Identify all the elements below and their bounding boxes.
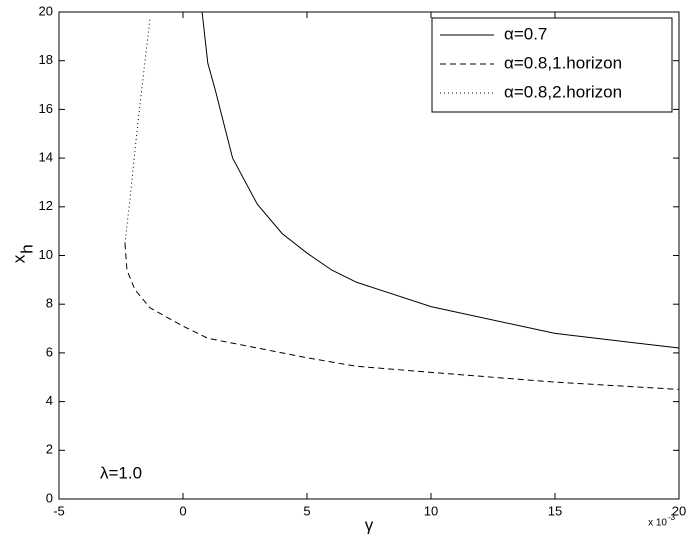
line [201,11,680,349]
x-tick-label: 0 [179,503,186,518]
x-multiplier: x 10 [648,518,667,529]
x-tick-label: -5 [53,503,65,518]
x-tick-label: 10 [424,503,438,518]
y-tick-label: 6 [46,344,53,359]
y-tick-label: 8 [46,296,53,311]
y-tick-label: 20 [39,3,53,18]
x-tick-label: 5 [303,503,310,518]
y-tick-label: 10 [39,247,53,262]
x-axis-label: γ [365,515,374,534]
y-axis-label-text: x [9,254,28,263]
y-tick-label: 4 [46,393,53,408]
legend-label: α=0.8,1.horizon [504,53,622,72]
legend-label: α=0.8,2.horizon [504,82,622,101]
x-multiplier-exponent: -3 [668,513,676,522]
y-tick-label: 2 [46,442,53,457]
annotation: λ=1.0 [100,463,142,482]
line [124,243,680,390]
y-tick-label: 12 [39,198,53,213]
y-tick-label: 14 [39,150,53,165]
x-tick-label: 15 [548,503,562,518]
x-tick-label: 20 [672,503,686,518]
y-axis-label: x h [9,244,36,263]
y-tick-label: 16 [39,101,53,116]
y-tick-label: 0 [46,490,53,505]
y-axis-label-sub: h [17,244,36,253]
legend-label: α=0.7 [504,24,547,43]
y-tick-label: 18 [39,52,53,67]
legend-box [431,17,673,113]
